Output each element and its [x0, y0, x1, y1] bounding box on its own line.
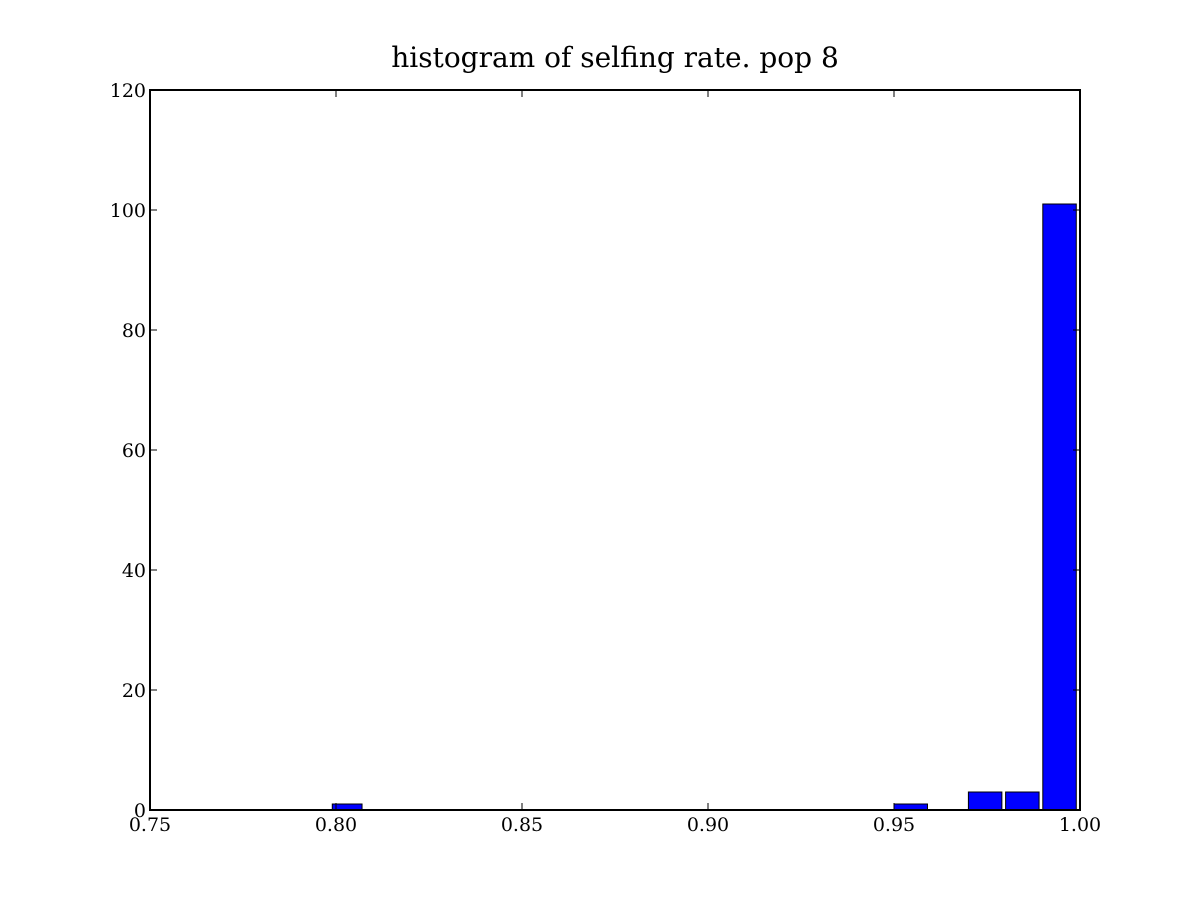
ticks-layer: 0.75 0.80 0.85 0.90 0.95 1.00 0 20 40 60 80 100 120 [110, 80, 1101, 836]
histogram-bar [1005, 791, 1040, 811]
y-tick-label: 120 [110, 80, 146, 102]
y-tick-label: 0 [134, 800, 146, 822]
x-tick-label: 0.90 [687, 814, 729, 836]
y-tick-label: 100 [110, 200, 146, 222]
y-tick-label: 60 [122, 440, 146, 462]
chart-title: histogram of selfing rate. pop 8 [391, 41, 839, 74]
x-tick-label: 0.85 [501, 814, 543, 836]
x-tick-label: 0.75 [129, 814, 171, 836]
y-tick-label: 20 [122, 680, 146, 702]
bars-layer [331, 203, 1077, 811]
plot-frame [149, 89, 1081, 811]
histogram-bar [1042, 203, 1077, 811]
histogram-bar [967, 791, 1003, 811]
y-tick-label: 80 [122, 320, 146, 342]
x-tick-label: 0.95 [873, 814, 915, 836]
x-tick-label: 0.80 [315, 814, 357, 836]
x-tick-label: 1.00 [1059, 814, 1101, 836]
y-tick-label: 40 [122, 560, 146, 582]
